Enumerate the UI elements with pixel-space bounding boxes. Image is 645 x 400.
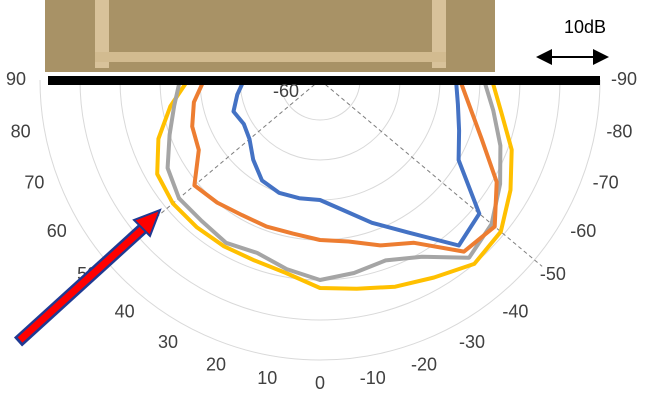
series-lines	[157, 80, 512, 289]
arrow	[20, 224, 148, 340]
angle-tick-label: -70	[593, 173, 619, 193]
angle-tick-label: -80	[606, 122, 632, 142]
angle-tick-label: -40	[502, 302, 528, 322]
angle-tick-label: -90	[611, 69, 637, 89]
angle-tick-label: 0	[315, 373, 325, 393]
angle-tick-label: 40	[115, 302, 135, 322]
series-line	[234, 80, 480, 246]
chart: 10dB 9080706050403020100-10-20-30-40-50-…	[0, 0, 645, 400]
angle-tick-label: -50	[540, 264, 566, 284]
angle-tick-label: 30	[158, 332, 178, 352]
spoke	[320, 80, 583, 176]
spoke	[271, 80, 320, 356]
angle-tick-label: 80	[11, 122, 31, 142]
spoke	[320, 80, 562, 220]
angle-tick-label: -30	[459, 332, 485, 352]
angle-tick-label: -60	[570, 221, 596, 241]
r-tick-label: -60	[273, 81, 299, 101]
photo	[45, 0, 495, 72]
angle-tick-label: 20	[206, 354, 226, 374]
labels: 9080706050403020100-10-20-30-40-50-60-70…	[6, 69, 637, 393]
series-line	[192, 80, 497, 252]
angle-tick-label: 70	[24, 173, 44, 193]
spoke	[320, 80, 416, 343]
angle-tick-label: 90	[6, 69, 26, 89]
angle-tick-label: -10	[360, 368, 386, 388]
angle-tick-label: 60	[47, 221, 67, 241]
angle-tick-label: -20	[411, 354, 437, 374]
scale-note: 10dB	[564, 17, 606, 37]
angle-tick-label: 10	[257, 368, 277, 388]
barrier	[48, 76, 600, 85]
spoke	[180, 80, 320, 322]
